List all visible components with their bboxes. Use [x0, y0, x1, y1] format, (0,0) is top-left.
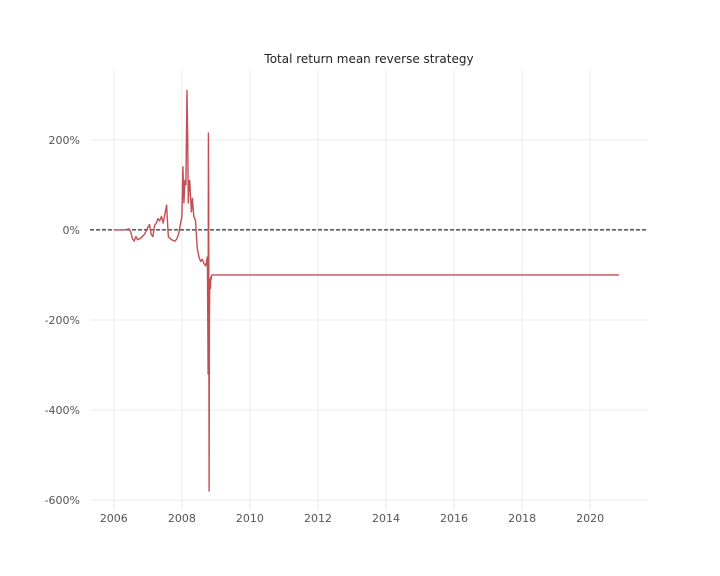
series-layer	[113, 89, 620, 492]
x-axis-ticks: 2006 2008 2010 2012 2014 2016 2018 2020	[100, 512, 604, 525]
y-tick-label: -400%	[45, 404, 80, 417]
y-tick-label: -200%	[45, 314, 80, 327]
grid	[90, 70, 648, 510]
x-tick-label: 2006	[100, 512, 128, 525]
x-tick-label: 2010	[236, 512, 264, 525]
x-tick-label: 2020	[576, 512, 604, 525]
x-tick-label: 2016	[440, 512, 468, 525]
x-tick-label: 2008	[168, 512, 196, 525]
x-tick-label: 2018	[508, 512, 536, 525]
y-axis-ticks: 200% 0% -200% -400% -600%	[45, 134, 80, 507]
chart-title: Total return mean reverse strategy	[263, 52, 473, 66]
y-tick-label: 0%	[63, 224, 80, 237]
series-line	[113, 89, 620, 492]
x-tick-label: 2012	[304, 512, 332, 525]
x-tick-label: 2014	[372, 512, 400, 525]
y-tick-label: -600%	[45, 494, 80, 507]
y-tick-label: 200%	[49, 134, 80, 147]
